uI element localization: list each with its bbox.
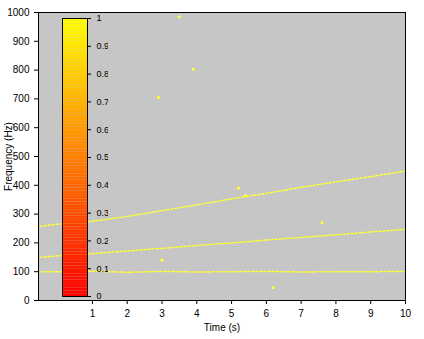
svg-text:300: 300 xyxy=(13,208,30,219)
svg-text:1: 1 xyxy=(90,308,96,319)
svg-text:100: 100 xyxy=(13,266,30,277)
svg-text:0.2: 0.2 xyxy=(97,236,109,246)
svg-text:0.1: 0.1 xyxy=(97,264,109,274)
svg-text:0.3: 0.3 xyxy=(97,208,109,218)
svg-text:Frequency (Hz): Frequency (Hz) xyxy=(3,122,14,191)
svg-text:2: 2 xyxy=(124,308,130,319)
svg-text:0.4: 0.4 xyxy=(97,180,109,190)
svg-text:200: 200 xyxy=(13,237,30,248)
svg-text:5: 5 xyxy=(229,308,235,319)
svg-text:Time (s): Time (s) xyxy=(204,322,240,333)
svg-text:10: 10 xyxy=(400,308,412,319)
svg-text:0.8: 0.8 xyxy=(97,69,109,79)
svg-text:1: 1 xyxy=(97,13,102,23)
svg-text:600: 600 xyxy=(13,122,30,133)
svg-text:400: 400 xyxy=(13,180,30,191)
svg-text:9: 9 xyxy=(368,308,374,319)
svg-text:0.6: 0.6 xyxy=(97,125,109,135)
svg-text:8: 8 xyxy=(333,308,339,319)
svg-text:7: 7 xyxy=(298,308,304,319)
svg-text:6: 6 xyxy=(264,308,270,319)
svg-text:4: 4 xyxy=(194,308,200,319)
svg-text:3: 3 xyxy=(159,308,165,319)
svg-text:0.9: 0.9 xyxy=(97,41,109,51)
svg-text:0.7: 0.7 xyxy=(97,97,109,107)
svg-text:700: 700 xyxy=(13,93,30,104)
svg-text:900: 900 xyxy=(13,36,30,47)
svg-text:0: 0 xyxy=(97,291,102,301)
svg-text:0: 0 xyxy=(24,295,30,306)
svg-text:0.5: 0.5 xyxy=(97,152,109,162)
svg-text:500: 500 xyxy=(13,151,30,162)
svg-text:800: 800 xyxy=(13,64,30,75)
svg-text:1000: 1000 xyxy=(7,7,30,18)
